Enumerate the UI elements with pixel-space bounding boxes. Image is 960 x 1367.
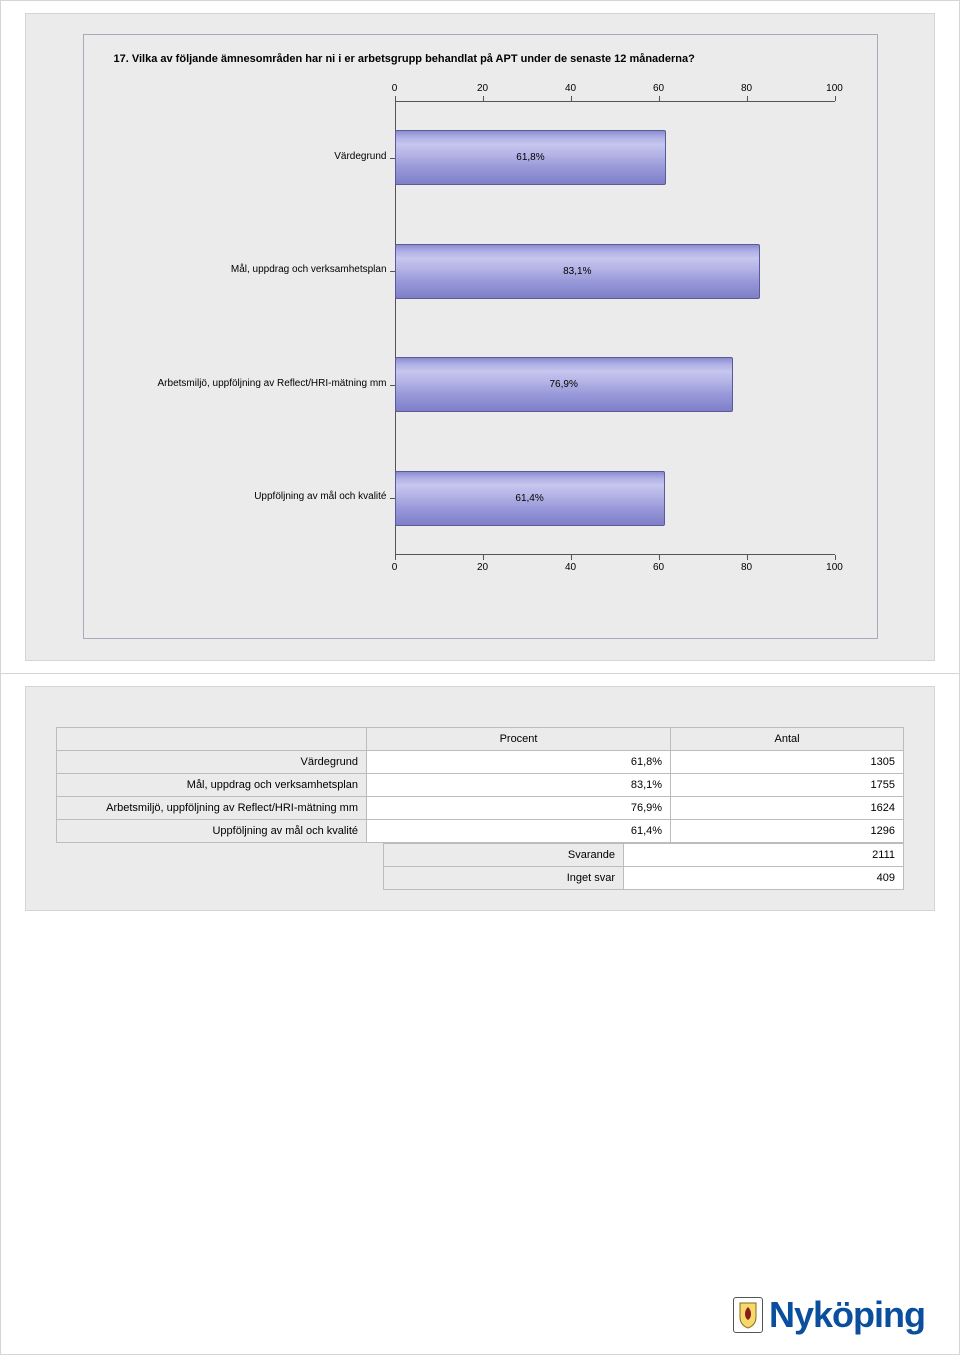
- summary-row: Inget svar409: [384, 867, 904, 890]
- summary-value: 2111: [624, 844, 904, 867]
- x-tick-mark: [571, 555, 572, 560]
- x-tick-label: 80: [741, 83, 752, 94]
- table-row: Mål, uppdrag och verksamhetsplan83,1%175…: [57, 774, 904, 797]
- x-tick-label: 0: [392, 562, 398, 573]
- table-row: Uppföljning av mål och kvalité61,4%1296: [57, 820, 904, 843]
- x-tick-label: 20: [477, 562, 488, 573]
- summary-label: Inget svar: [384, 867, 624, 890]
- chart-panel: 17. Vilka av följande ämnesområden har n…: [25, 13, 935, 661]
- x-tick-mark: [395, 555, 396, 560]
- row-label: Mål, uppdrag och verksamhetsplan: [57, 774, 367, 797]
- table-section: Procent Antal Värdegrund61,8%1305Mål, up…: [1, 674, 959, 1354]
- x-tick-label: 0: [392, 83, 398, 94]
- x-tick-label: 40: [565, 562, 576, 573]
- chart-section: 17. Vilka av följande ämnesområden har n…: [1, 1, 959, 673]
- x-tick-mark: [835, 555, 836, 560]
- row-label: Värdegrund: [57, 751, 367, 774]
- col-antal: Antal: [671, 728, 904, 751]
- chart-card: 17. Vilka av följande ämnesområden har n…: [83, 34, 878, 639]
- bar-row: 61,8%: [395, 130, 835, 185]
- bar-row: 76,9%: [395, 357, 835, 412]
- bar-value-label: 83,1%: [395, 244, 761, 299]
- row-percent: 76,9%: [367, 797, 671, 820]
- row-count: 1624: [671, 797, 904, 820]
- col-procent: Procent: [367, 728, 671, 751]
- page-root: 17. Vilka av följande ämnesområden har n…: [0, 0, 960, 1355]
- y-tick-mark: [390, 158, 395, 159]
- table-row: Värdegrund61,8%1305: [57, 751, 904, 774]
- row-label: Arbetsmiljö, uppföljning av Reflect/HRI-…: [57, 797, 367, 820]
- x-axis-top: 020406080100: [395, 83, 835, 101]
- y-tick-mark: [390, 385, 395, 386]
- x-axis-bottom: 020406080100: [395, 555, 835, 573]
- bar-category-label: Värdegrund: [87, 151, 387, 162]
- blank-area: [25, 911, 935, 1331]
- row-percent: 83,1%: [367, 774, 671, 797]
- x-tick-label: 20: [477, 83, 488, 94]
- crest-icon: [733, 1297, 763, 1333]
- x-tick-label: 100: [826, 562, 843, 573]
- bar-value-label: 76,9%: [395, 357, 733, 412]
- bar-category-label: Uppföljning av mål och kvalité: [87, 491, 387, 502]
- table-corner-cell: [57, 728, 367, 751]
- x-tick-label: 40: [565, 83, 576, 94]
- bar-category-label: Mål, uppdrag och verksamhetsplan: [87, 264, 387, 275]
- y-tick-mark: [390, 498, 395, 499]
- row-count: 1755: [671, 774, 904, 797]
- row-count: 1305: [671, 751, 904, 774]
- table-row: Arbetsmiljö, uppföljning av Reflect/HRI-…: [57, 797, 904, 820]
- bar-row: 83,1%: [395, 244, 835, 299]
- bars-area: 61,8%Värdegrund83,1%Mål, uppdrag och ver…: [395, 101, 835, 555]
- row-label: Uppföljning av mål och kvalité: [57, 820, 367, 843]
- x-tick-label: 60: [653, 562, 664, 573]
- data-table: Procent Antal Värdegrund61,8%1305Mål, up…: [56, 727, 904, 843]
- row-count: 1296: [671, 820, 904, 843]
- row-percent: 61,8%: [367, 751, 671, 774]
- logo: Nyköping: [733, 1294, 925, 1336]
- bar-row: 61,4%: [395, 471, 835, 526]
- bar-value-label: 61,8%: [395, 130, 667, 185]
- summary-table: Svarande2111Inget svar409: [383, 843, 904, 890]
- x-tick-mark: [483, 555, 484, 560]
- logo-text: Nyköping: [769, 1294, 925, 1336]
- summary-row: Svarande2111: [384, 844, 904, 867]
- x-tick-mark: [659, 555, 660, 560]
- row-percent: 61,4%: [367, 820, 671, 843]
- chart-title: 17. Vilka av följande ämnesområden har n…: [114, 53, 863, 65]
- x-tick-label: 80: [741, 562, 752, 573]
- x-tick-label: 100: [826, 83, 843, 94]
- chart-plot: 020406080100 61,8%Värdegrund83,1%Mål, up…: [395, 83, 835, 573]
- table-panel: Procent Antal Värdegrund61,8%1305Mål, up…: [25, 686, 935, 911]
- summary-label: Svarande: [384, 844, 624, 867]
- summary-value: 409: [624, 867, 904, 890]
- table-header-row: Procent Antal: [57, 728, 904, 751]
- x-tick-label: 60: [653, 83, 664, 94]
- x-tick-mark: [747, 555, 748, 560]
- bar-category-label: Arbetsmiljö, uppföljning av Reflect/HRI-…: [87, 378, 387, 389]
- y-tick-mark: [390, 271, 395, 272]
- x-tick-mark: [835, 96, 836, 101]
- bar-value-label: 61,4%: [395, 471, 665, 526]
